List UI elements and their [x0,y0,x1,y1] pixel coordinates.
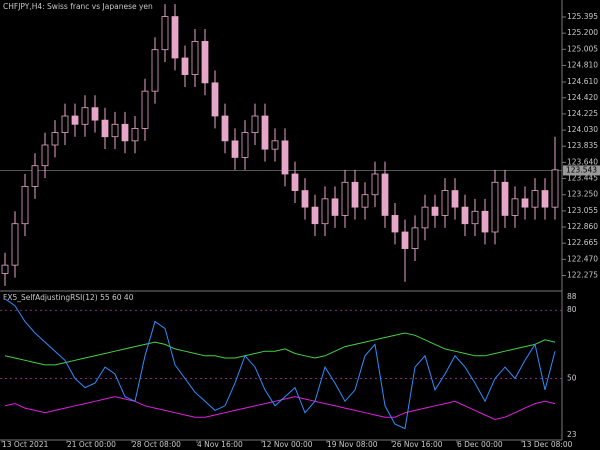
candle-body [141,90,149,129]
indicator-line [4,396,556,421]
candle-body [241,132,249,158]
candle-body [11,223,19,266]
candle-body [91,107,99,121]
candle-body [501,181,509,216]
last-price-label: 123.543 [566,165,597,174]
candle-body [81,107,89,125]
candle-body [491,181,499,233]
candle-body [221,115,229,142]
y-tick-label: 124.810 [567,60,598,69]
candle-body [411,227,419,249]
candle-body [131,128,139,142]
y-tick-label: 50 [567,374,577,383]
x-tick-label: 6 Dec 00:00 [457,440,503,449]
indicator-line [4,298,556,430]
candle-body [41,144,49,167]
x-tick-label: 4 Nov 16:00 [197,440,243,449]
candle-body [61,115,69,133]
y-tick-label: 124.420 [567,93,598,102]
candle-body [321,198,329,225]
candle-body [201,41,209,84]
indicator-title: FX5_SelfAdjustingRSI(12) 55 60 40 [3,293,134,302]
candle-body [451,190,459,208]
candle-body [401,231,409,249]
y-tick-label: 123.055 [567,206,598,215]
candle-body [271,140,279,150]
candle-body [541,190,549,208]
y-tick-label: 122.275 [567,271,598,280]
x-tick-label: 26 Nov 16:00 [392,440,443,449]
candle-body [391,215,399,233]
candle-body [381,173,389,216]
candle-body [481,210,489,233]
x-tick-label: 21 Oct 00:00 [67,440,116,449]
y-tick-label: 123.250 [567,190,598,199]
candle-body [191,41,199,75]
candle-body [251,115,259,133]
candle-body [171,16,179,59]
y-tick-label: 80 [567,305,577,314]
y-tick-label: 123.445 [567,174,598,183]
candle-body [551,169,559,208]
x-tick-label: 12 Nov 00:00 [262,440,313,449]
y-tick-label: 124.030 [567,125,598,134]
y-tick-label: 125.005 [567,44,598,53]
candle-body [181,57,189,75]
candle-body [431,206,439,216]
candle-body [461,206,469,225]
candle-body [211,82,219,117]
y-tick-label: 124.225 [567,109,598,118]
candle-body [351,181,359,208]
y-tick-label: 123.835 [567,141,598,150]
candle-body [521,198,529,208]
indicator-line [4,332,556,366]
candle-body [531,190,539,208]
candle-body [231,140,239,158]
candle-body [261,115,269,150]
candle-body [341,181,349,216]
x-tick-label: 19 Nov 08:00 [327,440,378,449]
candle-body [281,140,289,175]
candle-body [1,264,9,274]
candle-body [51,132,59,146]
candle-body [471,210,479,225]
y-tick-label: 124.610 [567,77,598,86]
candle-body [121,123,129,142]
candle-body [301,190,309,208]
y-tick-label: 122.860 [567,222,598,231]
x-tick-label: 28 Oct 08:00 [132,440,181,449]
candle-body [441,190,449,216]
candle-body [311,206,319,225]
candle-body [21,186,29,225]
candle-body [101,119,109,138]
candle-body [71,115,79,125]
y-tick-label: 23 [567,430,577,439]
y-tick-label: 125.200 [567,28,598,37]
candle-body [331,198,339,216]
candle-body [151,49,159,92]
y-tick-label: 122.470 [567,254,598,263]
candle-body [291,173,299,191]
candle-body [31,165,39,187]
y-tick-label: 122.665 [567,238,598,247]
last-price-box [563,165,600,176]
y-tick-label: 88 [567,292,577,301]
candle-body [511,198,519,216]
candle-body [161,16,169,51]
candle-body [371,173,379,196]
candle-body [111,123,119,138]
x-tick-label: 13 Oct 2021 [2,440,49,449]
y-tick-label: 125.395 [567,12,598,21]
x-tick-label: 13 Dec 08:00 [522,440,573,449]
chart-title: CHFJPY,H4: Swiss franc vs Japanese yen [3,2,153,11]
candle-body [361,194,369,208]
candle-body [421,206,429,229]
y-tick-label: 123.640 [567,157,598,166]
